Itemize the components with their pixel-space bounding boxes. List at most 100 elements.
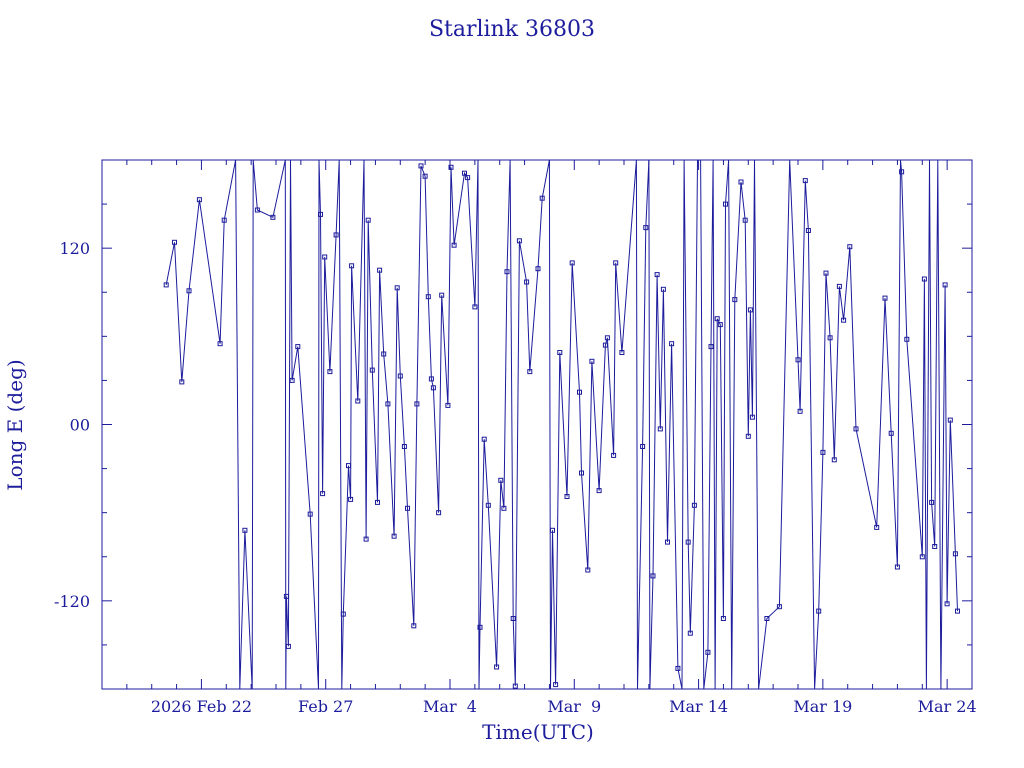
- data-point: [708, 344, 714, 350]
- data-point: [270, 214, 276, 220]
- data-point: [425, 294, 431, 300]
- data-point: [327, 369, 333, 375]
- data-point: [619, 350, 625, 355]
- data-point: [283, 593, 289, 599]
- data-point: [318, 211, 323, 217]
- data-point: [481, 436, 487, 442]
- data-point: [346, 463, 351, 469]
- x-tick-label: Mar 19: [793, 697, 852, 716]
- chart-title: Starlink 36803: [429, 17, 595, 42]
- data-point: [498, 477, 504, 483]
- series-markers: [163, 163, 960, 689]
- data-point: [691, 502, 697, 508]
- data-point: [564, 494, 570, 499]
- data-point: [501, 505, 507, 511]
- data-point: [242, 527, 248, 533]
- data-point: [577, 389, 582, 395]
- data-point: [462, 170, 467, 176]
- data-point: [186, 288, 192, 294]
- data-point: [747, 307, 753, 313]
- data-point: [289, 377, 295, 383]
- data-point: [579, 470, 584, 476]
- data-point: [720, 616, 726, 621]
- data-point: [745, 433, 751, 439]
- data-point: [436, 510, 442, 516]
- data-point: [557, 350, 563, 355]
- data-point: [660, 286, 666, 292]
- data-point: [853, 426, 859, 432]
- data-point: [172, 239, 177, 245]
- data-point: [650, 573, 656, 579]
- x-tick-label: 2026 Feb 22: [151, 697, 252, 716]
- data-point: [322, 254, 328, 260]
- data-point: [430, 385, 436, 391]
- x-tick-label: Feb 27: [298, 697, 353, 716]
- data-point: [485, 502, 491, 508]
- data-point: [776, 604, 782, 610]
- data-point: [669, 341, 675, 347]
- data-point: [929, 499, 935, 505]
- data-point: [611, 452, 617, 458]
- data-point: [820, 449, 826, 455]
- data-point: [553, 682, 559, 688]
- data-point: [947, 417, 953, 423]
- data-point: [465, 175, 471, 181]
- data-point: [732, 297, 738, 303]
- data-point: [163, 282, 169, 288]
- data-point: [411, 623, 417, 629]
- x-axis-label: Time(UTC): [482, 720, 594, 744]
- data-point: [196, 197, 202, 203]
- data-point: [932, 544, 938, 549]
- data-point: [333, 232, 339, 238]
- data-point: [445, 402, 451, 408]
- series-line: [165, 159, 958, 690]
- data-point: [643, 225, 649, 231]
- data-point: [841, 317, 847, 323]
- data-point: [428, 376, 434, 382]
- data-point: [952, 551, 958, 557]
- data-point: [295, 344, 301, 350]
- data-point: [512, 683, 518, 689]
- data-point: [527, 369, 533, 375]
- data-point: [723, 201, 728, 207]
- data-point: [377, 267, 383, 273]
- data-point: [831, 457, 837, 463]
- data-point: [955, 608, 960, 614]
- data-point: [764, 616, 770, 621]
- data-point: [894, 564, 900, 570]
- data-point: [802, 178, 808, 184]
- data-point: [418, 163, 424, 169]
- data-point: [385, 401, 391, 407]
- data-point: [738, 179, 744, 185]
- data-point: [805, 228, 811, 233]
- data-point: [613, 260, 619, 266]
- data-point: [254, 207, 260, 213]
- data-point: [550, 527, 555, 533]
- data-point: [589, 358, 595, 364]
- x-tick-label: Mar 4: [423, 697, 477, 716]
- data-point: [494, 664, 500, 670]
- data-point: [749, 414, 755, 420]
- data-point: [348, 496, 354, 502]
- data-point: [717, 322, 723, 328]
- data-point: [221, 217, 227, 223]
- data-point: [882, 295, 888, 301]
- data-point: [836, 283, 842, 289]
- data-point: [285, 643, 291, 649]
- data-point: [640, 444, 646, 449]
- data-point: [539, 195, 545, 201]
- data-point: [795, 357, 801, 363]
- data-point: [451, 242, 457, 248]
- data-point: [921, 276, 927, 282]
- data-point: [414, 401, 420, 407]
- data-point: [742, 217, 748, 223]
- data-point: [874, 524, 880, 530]
- x-tick-label: Mar 14: [669, 697, 728, 716]
- data-point: [439, 292, 445, 298]
- data-point: [349, 263, 355, 269]
- data-point: [320, 491, 326, 497]
- data-point: [665, 539, 670, 545]
- data-point: [394, 285, 400, 291]
- data-point: [847, 244, 853, 250]
- x-tick-labels: 2026 Feb 22 Feb 27 Mar 4 Mar 9 Mar 14 Mar 19 M…: [151, 697, 977, 716]
